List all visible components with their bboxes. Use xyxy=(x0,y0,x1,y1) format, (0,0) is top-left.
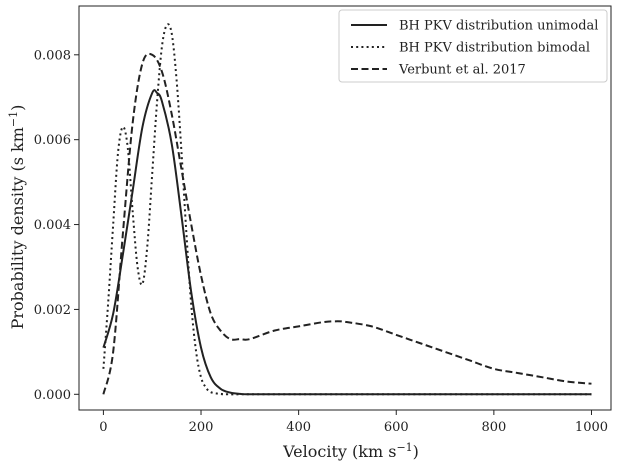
y-tick-label: 0.008 xyxy=(34,48,71,63)
series-line-1 xyxy=(102,89,592,396)
x-tick-label: 0 xyxy=(99,420,107,435)
legend: BH PKV distribution unimodal BH PKV distr… xyxy=(338,9,608,83)
legend-box xyxy=(338,9,608,83)
x-tick-label: 200 xyxy=(189,420,214,435)
legend-label-1: BH PKV distribution unimodal xyxy=(399,19,598,34)
legend-label-3: Verbunt et al. 2017 xyxy=(398,63,526,78)
legend-label-2: BH PKV distribution bimodal xyxy=(399,41,590,56)
y-tick-label: 0.004 xyxy=(34,218,71,233)
y-tick-label: 0.000 xyxy=(34,388,71,403)
x-axis: 0 200 400 600 800 1000 xyxy=(99,410,608,435)
x-tick-label: 800 xyxy=(481,420,506,435)
x-axis-label: Velocity (km s−1) xyxy=(282,441,419,461)
series-line-2 xyxy=(102,23,592,396)
plot-frame xyxy=(78,5,612,411)
y-axis: 0.000 0.002 0.004 0.006 0.008 xyxy=(34,48,79,403)
x-tick-label: 1000 xyxy=(575,420,608,435)
series-line-3 xyxy=(102,52,592,395)
plot-area xyxy=(78,5,612,411)
series-layer xyxy=(102,23,592,396)
x-tick-label: 600 xyxy=(384,420,409,435)
x-tick-label: 400 xyxy=(286,420,311,435)
y-axis-label: Probability density (s km−1) xyxy=(7,105,27,330)
y-tick-label: 0.002 xyxy=(34,303,71,318)
y-tick-label: 0.006 xyxy=(34,133,71,148)
